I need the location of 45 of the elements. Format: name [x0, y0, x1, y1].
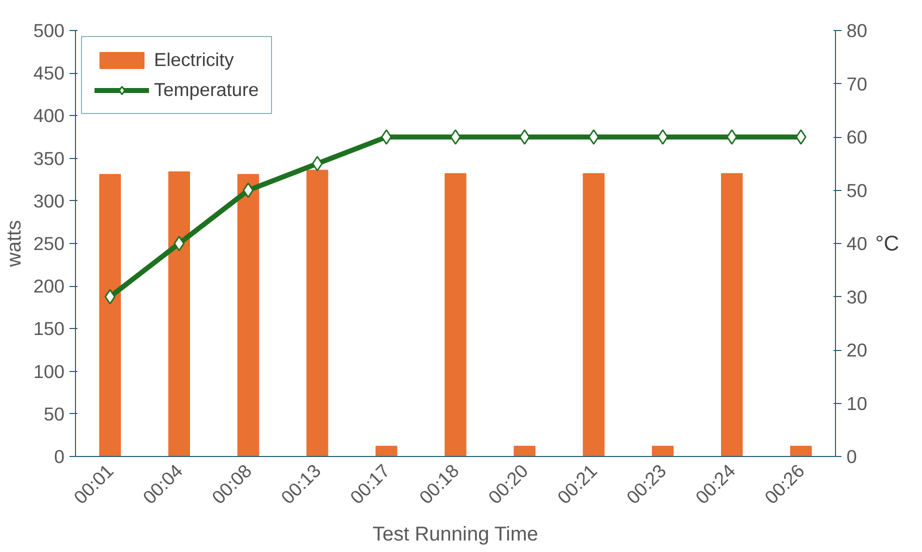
y-tick-label: 350 — [33, 148, 65, 169]
y2-tick-label: 40 — [846, 233, 868, 254]
legend-label: Electricity — [154, 49, 234, 71]
y2-tick-label: 10 — [846, 392, 868, 414]
bar — [721, 173, 743, 456]
point — [657, 129, 668, 145]
y-tick-label: 400 — [33, 105, 65, 126]
point — [242, 182, 254, 198]
y-tick-label: 450 — [33, 62, 65, 84]
y2-tick-label: 50 — [846, 180, 868, 201]
y-tick-label: 300 — [33, 190, 65, 212]
point — [726, 129, 738, 145]
y2-tick-label: 80 — [846, 20, 868, 41]
y2-tick-label: 30 — [846, 286, 868, 308]
y-tick-label: 100 — [33, 360, 65, 382]
y-tick-label: 250 — [33, 233, 65, 254]
bar — [652, 446, 674, 456]
point — [174, 236, 185, 252]
point — [588, 129, 600, 145]
bar — [376, 446, 398, 456]
y-axis-title: watts — [3, 220, 26, 268]
bar — [582, 173, 605, 456]
legend-label: Temperature — [154, 79, 259, 101]
bar — [790, 446, 812, 456]
bar — [168, 171, 190, 456]
bar — [99, 174, 121, 456]
y2-tick-label: 60 — [846, 126, 868, 148]
y-tick-label: 500 — [33, 20, 65, 41]
point — [519, 129, 530, 145]
bar — [514, 446, 536, 456]
y2-tick-label: 70 — [846, 73, 868, 94]
y-tick-label: 50 — [44, 403, 65, 424]
bar — [237, 174, 260, 456]
point — [380, 129, 392, 145]
bar — [306, 170, 328, 456]
point — [312, 156, 323, 172]
point — [104, 289, 116, 304]
y2-axis-title: °C — [875, 232, 900, 256]
y-tick-label: 200 — [33, 276, 65, 297]
x-axis-title: Test Running Time — [372, 523, 538, 546]
y2-tick-label: 20 — [846, 340, 868, 360]
y-tick-label: 150 — [33, 318, 65, 340]
y2-tick-label: 0 — [846, 446, 857, 467]
y-tick-label: 0 — [54, 446, 65, 467]
bar — [444, 173, 466, 456]
